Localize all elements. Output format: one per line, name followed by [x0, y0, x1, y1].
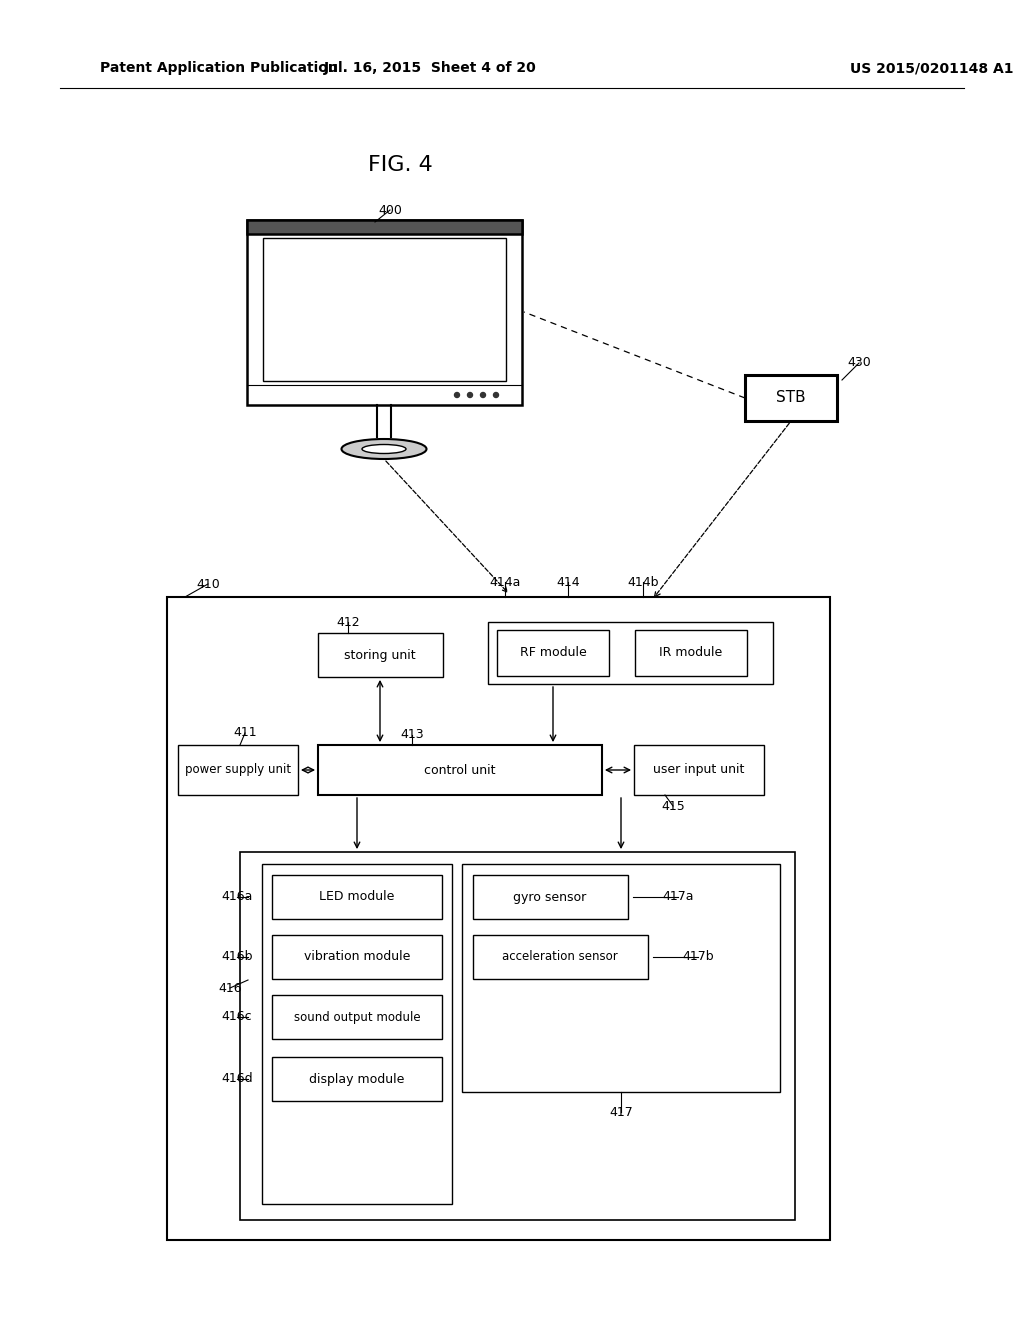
Text: STB: STB	[776, 391, 806, 405]
Bar	[488, 622, 773, 684]
Text: 414b: 414b	[628, 576, 658, 589]
Bar	[272, 995, 442, 1039]
Text: 416c: 416c	[221, 1011, 252, 1023]
Text: LED module: LED module	[319, 891, 394, 903]
Bar	[247, 220, 522, 405]
Bar	[635, 630, 746, 676]
Bar	[272, 875, 442, 919]
Ellipse shape	[362, 445, 406, 454]
Text: RF module: RF module	[519, 647, 587, 660]
Text: gyro sensor: gyro sensor	[513, 891, 587, 903]
Bar	[745, 375, 837, 421]
Bar	[262, 865, 452, 1204]
Bar	[462, 865, 780, 1092]
Text: 416a: 416a	[221, 891, 253, 903]
Bar	[318, 744, 602, 795]
Bar	[240, 851, 795, 1220]
Text: storing unit: storing unit	[344, 648, 416, 661]
Text: IR module: IR module	[659, 647, 723, 660]
Text: sound output module: sound output module	[294, 1011, 420, 1023]
Bar	[473, 875, 628, 919]
Text: 411: 411	[233, 726, 257, 739]
Ellipse shape	[341, 440, 427, 459]
Text: 413: 413	[400, 729, 424, 742]
Text: display module: display module	[309, 1072, 404, 1085]
Text: 430: 430	[847, 356, 870, 370]
Bar	[167, 597, 830, 1239]
Text: US 2015/0201148 A1: US 2015/0201148 A1	[850, 61, 1014, 75]
Text: user input unit: user input unit	[653, 763, 744, 776]
Bar	[247, 220, 522, 234]
Text: 412: 412	[336, 615, 359, 628]
Text: 416d: 416d	[221, 1072, 253, 1085]
Text: 417a: 417a	[663, 891, 693, 903]
Bar	[318, 634, 443, 677]
Bar	[272, 935, 442, 979]
Text: 416: 416	[218, 982, 242, 994]
Text: acceleration sensor: acceleration sensor	[502, 950, 617, 964]
Bar	[272, 1057, 442, 1101]
Circle shape	[468, 392, 472, 397]
Text: 417: 417	[609, 1106, 633, 1118]
Text: 417b: 417b	[682, 950, 714, 964]
Text: 400: 400	[378, 203, 402, 216]
Bar	[634, 744, 764, 795]
Bar	[263, 238, 506, 381]
Circle shape	[480, 392, 485, 397]
Circle shape	[494, 392, 499, 397]
Bar	[497, 630, 609, 676]
Text: 414: 414	[556, 576, 580, 589]
Text: 416b: 416b	[221, 950, 253, 964]
Circle shape	[455, 392, 460, 397]
Text: Patent Application Publication: Patent Application Publication	[100, 61, 338, 75]
Text: Jul. 16, 2015  Sheet 4 of 20: Jul. 16, 2015 Sheet 4 of 20	[324, 61, 537, 75]
Text: FIG. 4: FIG. 4	[368, 154, 432, 176]
Bar	[178, 744, 298, 795]
Text: control unit: control unit	[424, 763, 496, 776]
Bar	[473, 935, 648, 979]
Text: power supply unit: power supply unit	[185, 763, 291, 776]
Text: vibration module: vibration module	[304, 950, 411, 964]
Text: 415: 415	[662, 800, 685, 813]
Text: 410: 410	[197, 578, 220, 590]
Text: 414a: 414a	[489, 576, 520, 589]
